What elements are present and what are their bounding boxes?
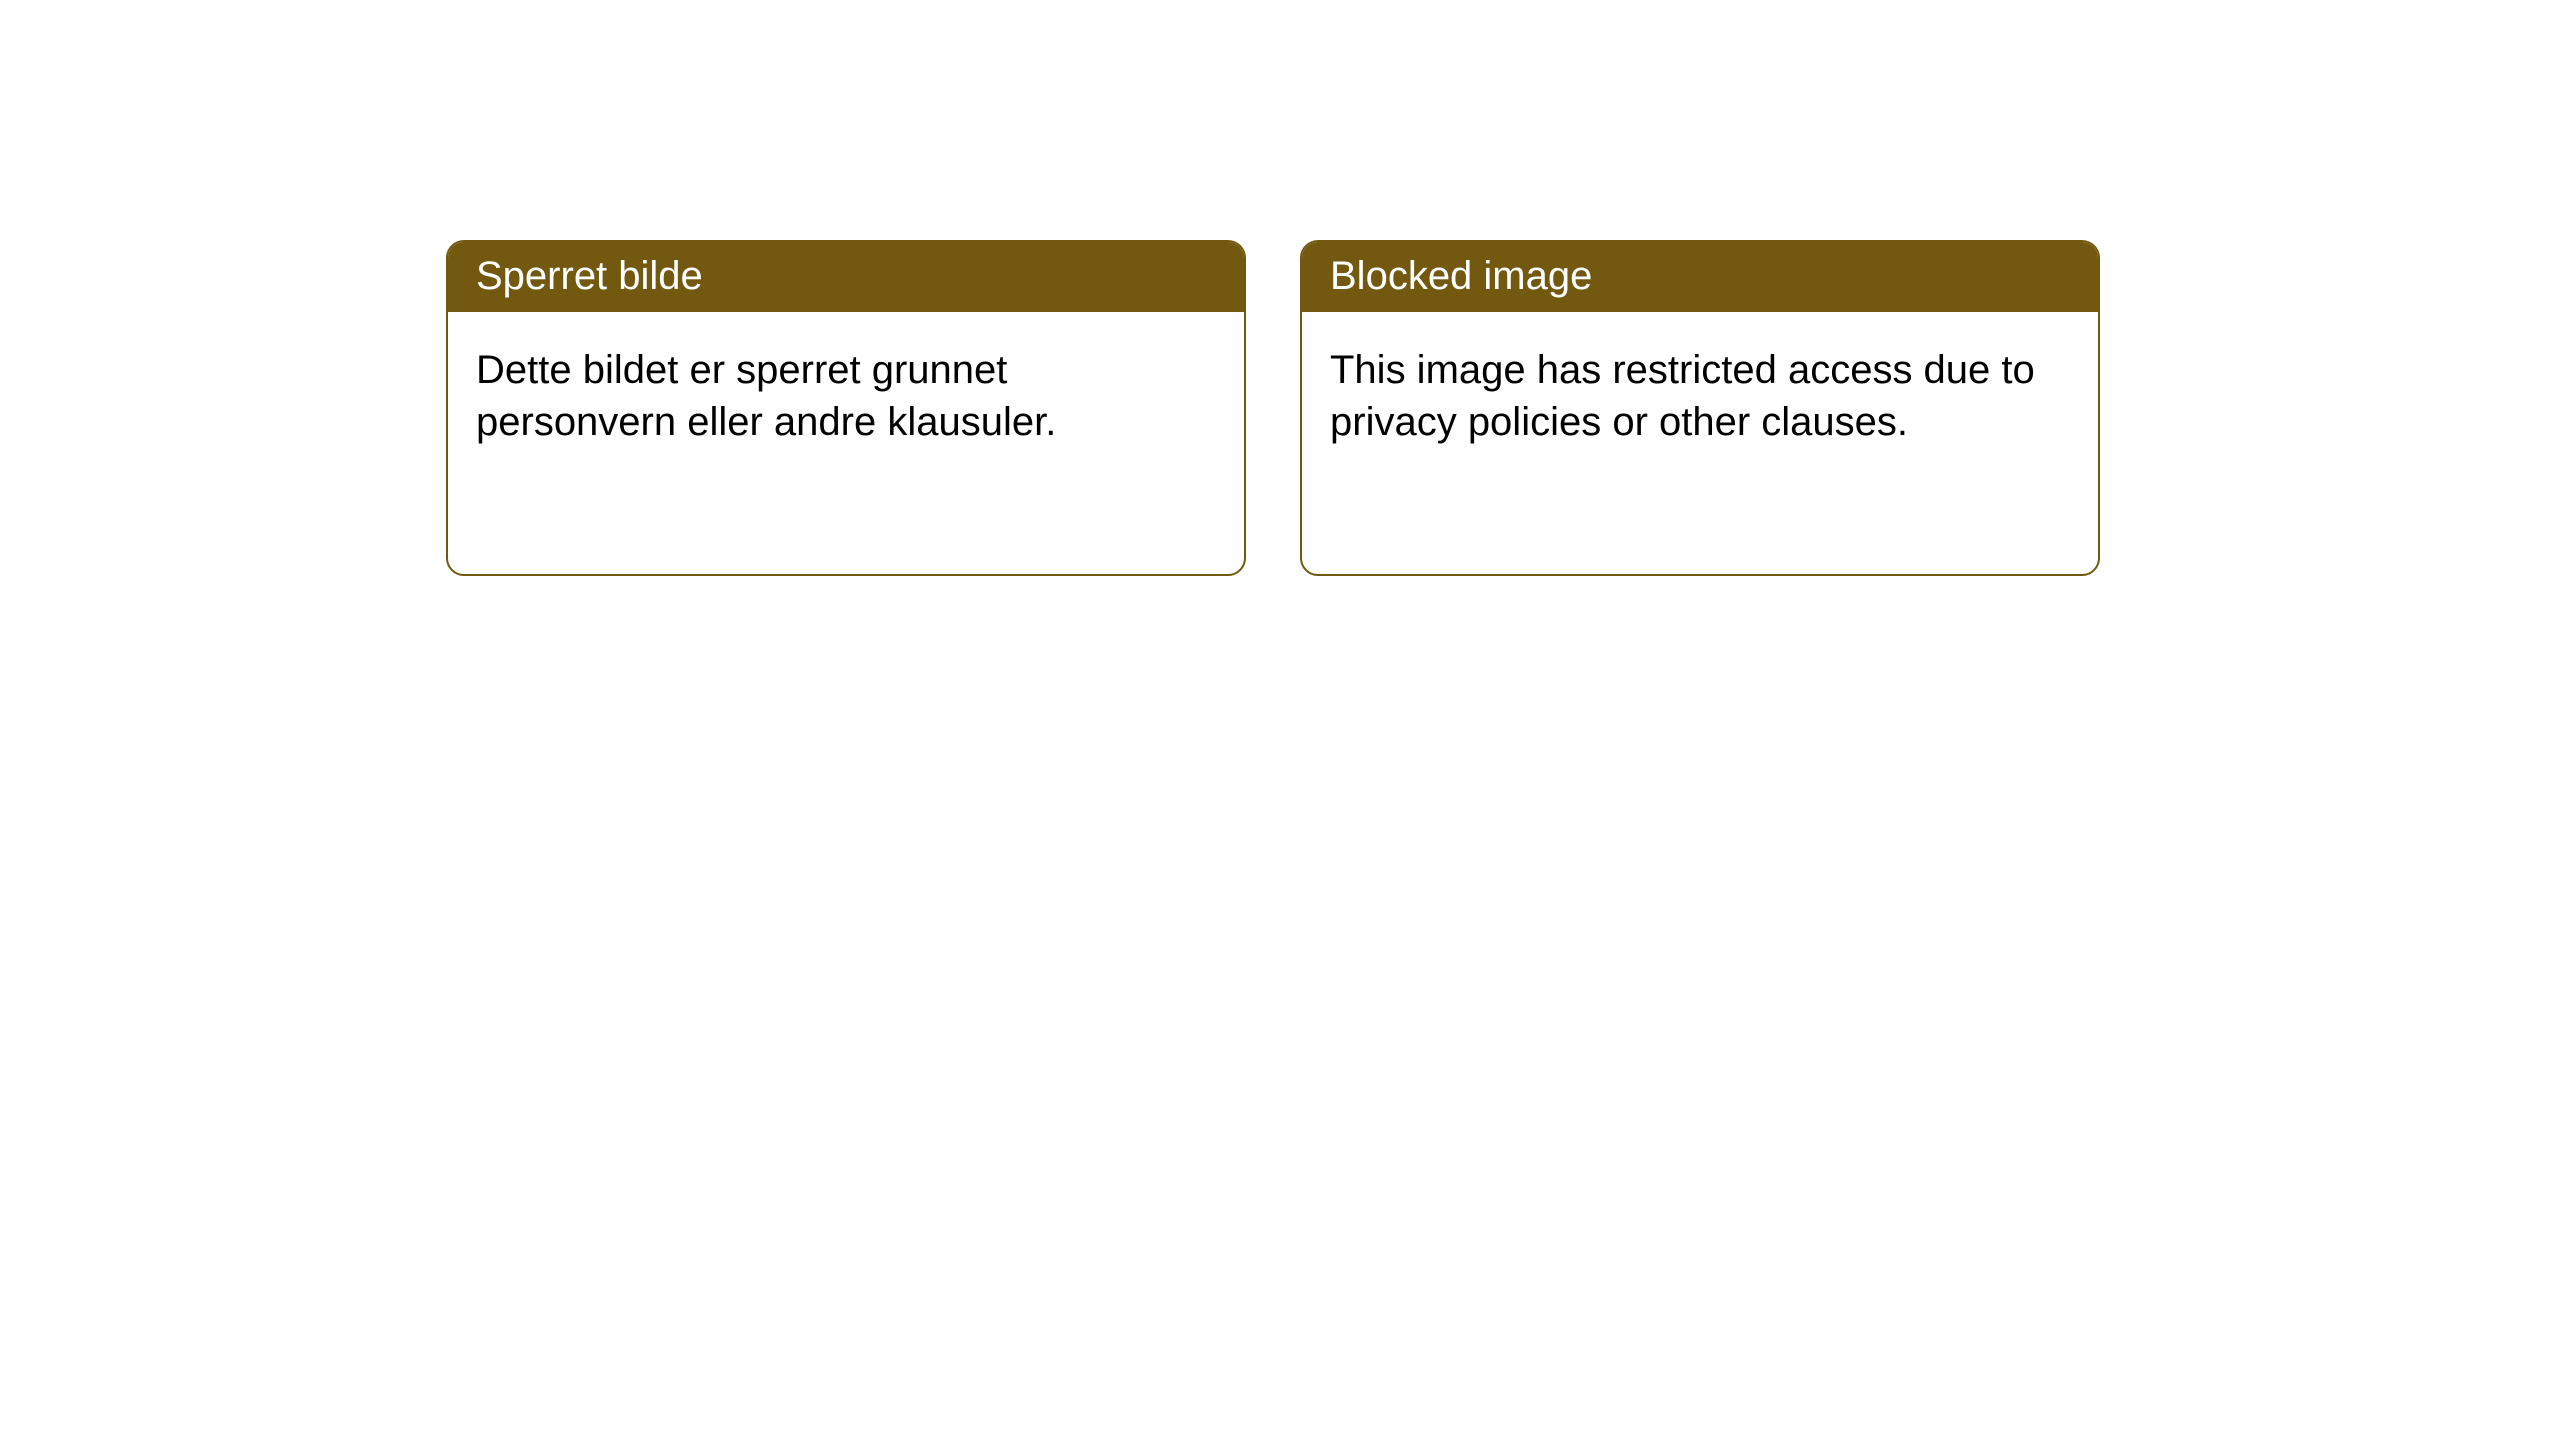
blocked-image-card-no: Sperret bilde Dette bildet er sperret gr… [446, 240, 1246, 576]
card-title: Blocked image [1302, 242, 2098, 312]
blocked-image-card-en: Blocked image This image has restricted … [1300, 240, 2100, 576]
card-title: Sperret bilde [448, 242, 1244, 312]
card-body: Dette bildet er sperret grunnet personve… [448, 312, 1244, 480]
card-body: This image has restricted access due to … [1302, 312, 2098, 480]
cards-container: Sperret bilde Dette bildet er sperret gr… [0, 0, 2560, 576]
